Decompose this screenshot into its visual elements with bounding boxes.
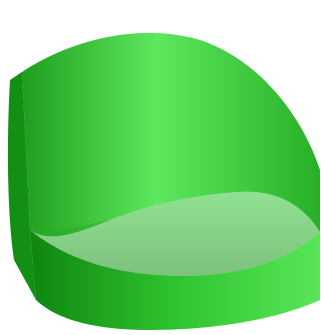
surface-inner-shadow [30, 191, 320, 276]
green-surface [7, 32, 320, 330]
surface-back-panel [22, 32, 320, 237]
surface-left-fold [7, 72, 36, 300]
surface-front-panel [30, 230, 320, 330]
